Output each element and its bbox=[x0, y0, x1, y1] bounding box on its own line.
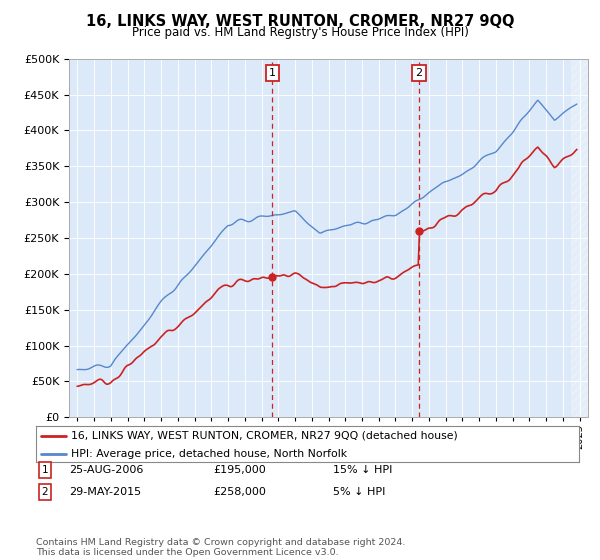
Text: 2: 2 bbox=[41, 487, 49, 497]
Text: Price paid vs. HM Land Registry's House Price Index (HPI): Price paid vs. HM Land Registry's House … bbox=[131, 26, 469, 39]
Text: 5% ↓ HPI: 5% ↓ HPI bbox=[333, 487, 385, 497]
Text: 25-AUG-2006: 25-AUG-2006 bbox=[69, 465, 143, 475]
Text: 16, LINKS WAY, WEST RUNTON, CROMER, NR27 9QQ: 16, LINKS WAY, WEST RUNTON, CROMER, NR27… bbox=[86, 14, 514, 29]
Bar bbox=[571, 59, 588, 417]
Text: HPI: Average price, detached house, North Norfolk: HPI: Average price, detached house, Nort… bbox=[71, 449, 347, 459]
Text: 2: 2 bbox=[416, 68, 422, 78]
Text: 1: 1 bbox=[41, 465, 49, 475]
Text: £195,000: £195,000 bbox=[213, 465, 266, 475]
Text: 15% ↓ HPI: 15% ↓ HPI bbox=[333, 465, 392, 475]
Text: 16, LINKS WAY, WEST RUNTON, CROMER, NR27 9QQ (detached house): 16, LINKS WAY, WEST RUNTON, CROMER, NR27… bbox=[71, 431, 458, 441]
Text: 29-MAY-2015: 29-MAY-2015 bbox=[69, 487, 141, 497]
Text: 1: 1 bbox=[269, 68, 276, 78]
Text: Contains HM Land Registry data © Crown copyright and database right 2024.
This d: Contains HM Land Registry data © Crown c… bbox=[36, 538, 406, 557]
Text: £258,000: £258,000 bbox=[213, 487, 266, 497]
